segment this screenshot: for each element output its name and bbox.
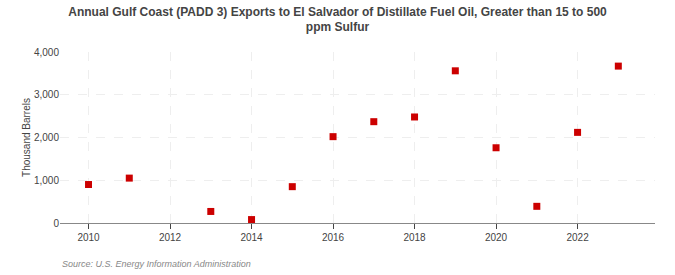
svg-text:2016: 2016 [322,232,345,243]
svg-text:4,000: 4,000 [34,47,59,58]
svg-text:3,000: 3,000 [34,89,59,100]
svg-text:2012: 2012 [159,232,182,243]
svg-text:Source: U.S. Energy Informatio: Source: U.S. Energy Information Administ… [62,259,251,269]
svg-text:2018: 2018 [403,232,426,243]
svg-text:Annual Gulf Coast (PADD 3) Exp: Annual Gulf Coast (PADD 3) Exports to El… [68,5,607,35]
svg-text:2022: 2022 [566,232,589,243]
svg-text:2020: 2020 [485,232,508,243]
svg-text:2014: 2014 [240,232,263,243]
svg-text:0: 0 [53,218,59,229]
svg-text:2,000: 2,000 [34,132,59,143]
svg-text:1,000: 1,000 [34,175,59,186]
svg-text:Thousand Barrels: Thousand Barrels [21,98,32,177]
svg-text:2010: 2010 [77,232,100,243]
